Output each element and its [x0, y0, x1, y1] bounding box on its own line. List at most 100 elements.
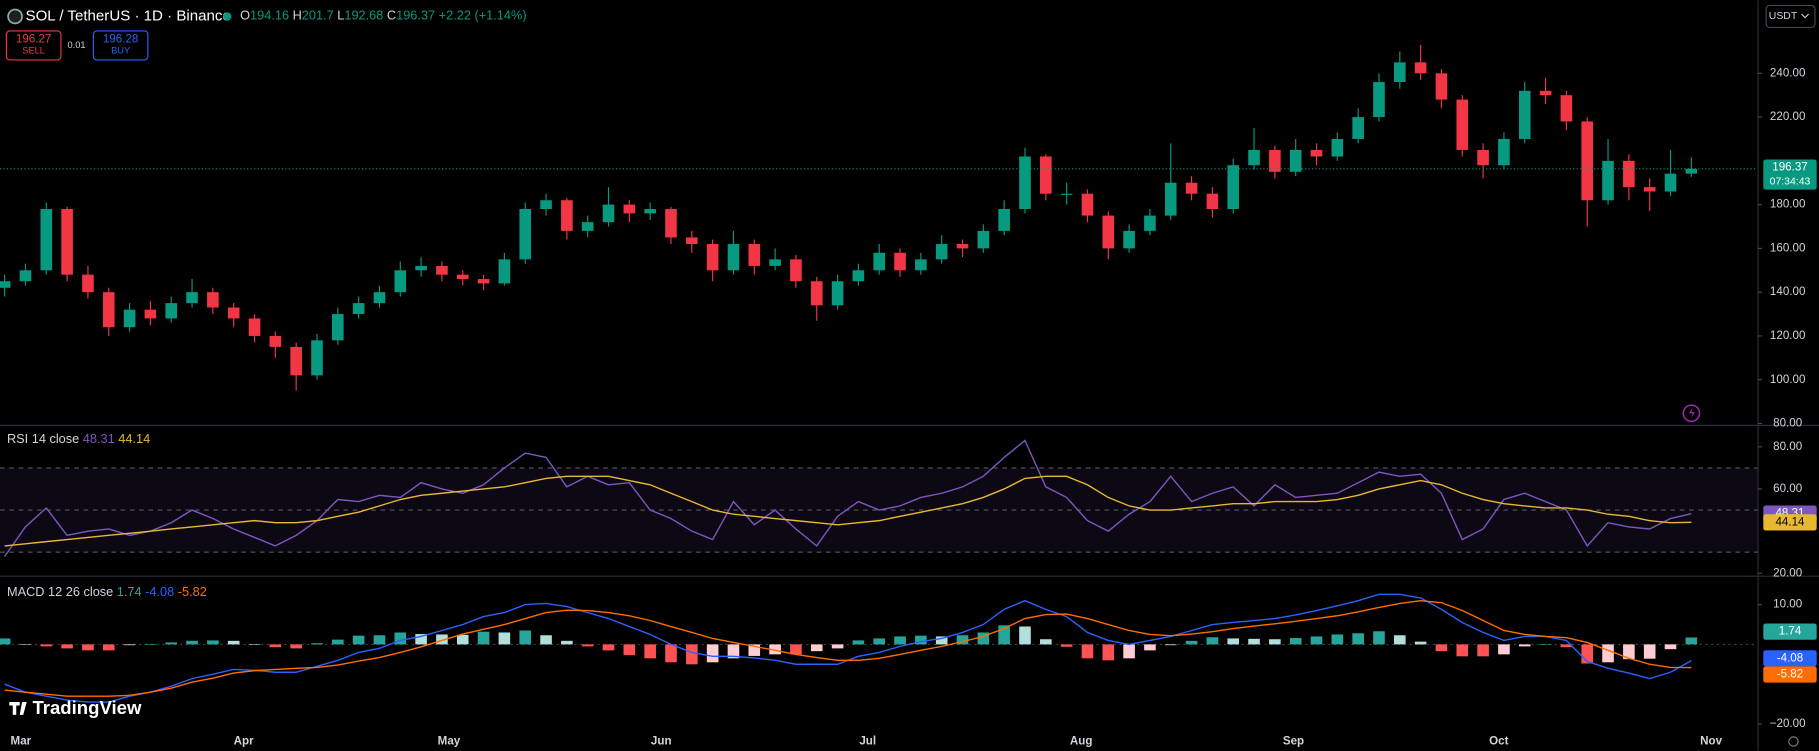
candle-body [1352, 117, 1364, 139]
candle-body [1060, 193, 1073, 195]
histogram-bar [602, 644, 615, 651]
indicator-line [4, 599, 1692, 697]
currency-box[interactable] [1765, 4, 1816, 29]
y-tick-label: 120.00 [1770, 329, 1805, 342]
candle-body [1310, 149, 1323, 157]
candle-body [1227, 165, 1240, 210]
buy-price[interactable]: 196.28 [103, 33, 138, 46]
histogram-bar [998, 625, 1010, 645]
settings-icon[interactable] [1788, 736, 1799, 747]
candle-body [40, 209, 53, 271]
candle-body [19, 270, 32, 282]
histogram-bar [1560, 644, 1573, 648]
brand-name: TradingView [32, 697, 141, 718]
chevron[interactable] [1801, 13, 1809, 19]
candle-body [0, 281, 11, 288]
sell-label[interactable]: SELL [22, 46, 45, 56]
histogram-bar [1248, 638, 1260, 645]
time-label: Oct [1489, 735, 1508, 748]
candle-body [1102, 215, 1115, 249]
histogram-bar [394, 632, 407, 645]
buy-box[interactable] [92, 30, 149, 61]
sell-price[interactable]: 196.27 [16, 33, 51, 46]
histogram-bar [1352, 633, 1364, 645]
candle-body [769, 259, 781, 266]
sell-box[interactable] [5, 30, 62, 61]
histogram-bar [1102, 644, 1115, 661]
candle-body [373, 292, 386, 304]
symbol-icon [7, 8, 23, 25]
histogram-bar [935, 636, 948, 645]
time-label: May [438, 735, 461, 748]
histogram-bar [248, 644, 261, 645]
rsi-label: RSI 14 close [7, 431, 79, 446]
candle-body [82, 274, 94, 293]
histogram-bar [686, 644, 698, 665]
currency-button[interactable]: USDT [1765, 4, 1816, 29]
histogram-bar [436, 634, 448, 645]
hist-value-box [1763, 623, 1817, 640]
histogram-bar [123, 644, 136, 646]
histogram-bar [1498, 644, 1510, 655]
candle-body [1269, 149, 1281, 172]
brand: TradingView [9, 697, 142, 718]
histogram-bar [1206, 637, 1219, 645]
histogram-bar [852, 640, 865, 645]
brand-logo [9, 702, 27, 715]
candle-body [1498, 138, 1510, 166]
countdown: 07:34:43 [1770, 176, 1811, 187]
histogram-bar [1081, 644, 1094, 659]
histogram-bar [1477, 644, 1489, 657]
histogram-bar [1227, 638, 1240, 645]
candle-body [1394, 62, 1406, 83]
currency[interactable]: USDT [1769, 11, 1798, 22]
sell-button[interactable]: 196.27 SELL [5, 30, 62, 61]
histogram-bar [665, 644, 677, 663]
histogram-bar [1685, 637, 1698, 645]
histogram-bar [498, 632, 511, 645]
buy-label[interactable]: BUY [111, 46, 130, 56]
histogram-bar [873, 638, 886, 645]
candle-body [186, 292, 198, 304]
alert-bolt [1689, 407, 1695, 418]
histogram-bar [415, 634, 427, 645]
histogram-bar [1435, 644, 1448, 652]
macd-title: MACD 12 26 close 1.74 -4.08 -5.82 [7, 584, 207, 599]
alert-icon[interactable] [1682, 404, 1701, 423]
candle-body [1685, 168, 1698, 174]
histogram-bar [1164, 644, 1177, 646]
ohlc-label: C [387, 8, 396, 23]
histogram-bar [644, 644, 656, 659]
histogram-bar [1414, 641, 1427, 645]
histogram-bar [1123, 644, 1135, 659]
y-tick-label: 80.00 [1773, 440, 1802, 453]
y-tick-label: 100.00 [1770, 373, 1805, 386]
histogram-bar [373, 635, 386, 645]
buy-button[interactable]: 196.28 BUY [92, 30, 149, 61]
histogram-bar [1539, 644, 1552, 645]
ohlc-label: L [337, 8, 344, 23]
histogram-bar [1040, 639, 1052, 645]
time-label: Apr [234, 735, 254, 748]
histogram-bar [1394, 635, 1406, 645]
y-tick-label: 240.00 [1770, 66, 1805, 79]
histogram-bar [706, 644, 719, 663]
histogram-bar [1019, 626, 1031, 645]
candle-body [977, 230, 990, 249]
candle-body [1414, 62, 1427, 74]
candle-body [144, 309, 157, 319]
hist-value: 1.74 [117, 584, 142, 599]
y-tick-label: −20.00 [1770, 717, 1806, 730]
candle-body [1144, 215, 1156, 231]
histogram-bar [956, 635, 969, 645]
signal-value-box [1763, 666, 1817, 683]
histogram-bar [311, 643, 323, 645]
indicator-line [4, 439, 1692, 557]
candle-body [477, 279, 490, 284]
candle-body [602, 204, 615, 223]
candle-body [644, 209, 656, 214]
macd-label: MACD 12 26 close [7, 584, 113, 599]
histogram-bar [727, 644, 740, 659]
histogram-bar [1373, 631, 1385, 645]
candle-body [61, 209, 73, 275]
